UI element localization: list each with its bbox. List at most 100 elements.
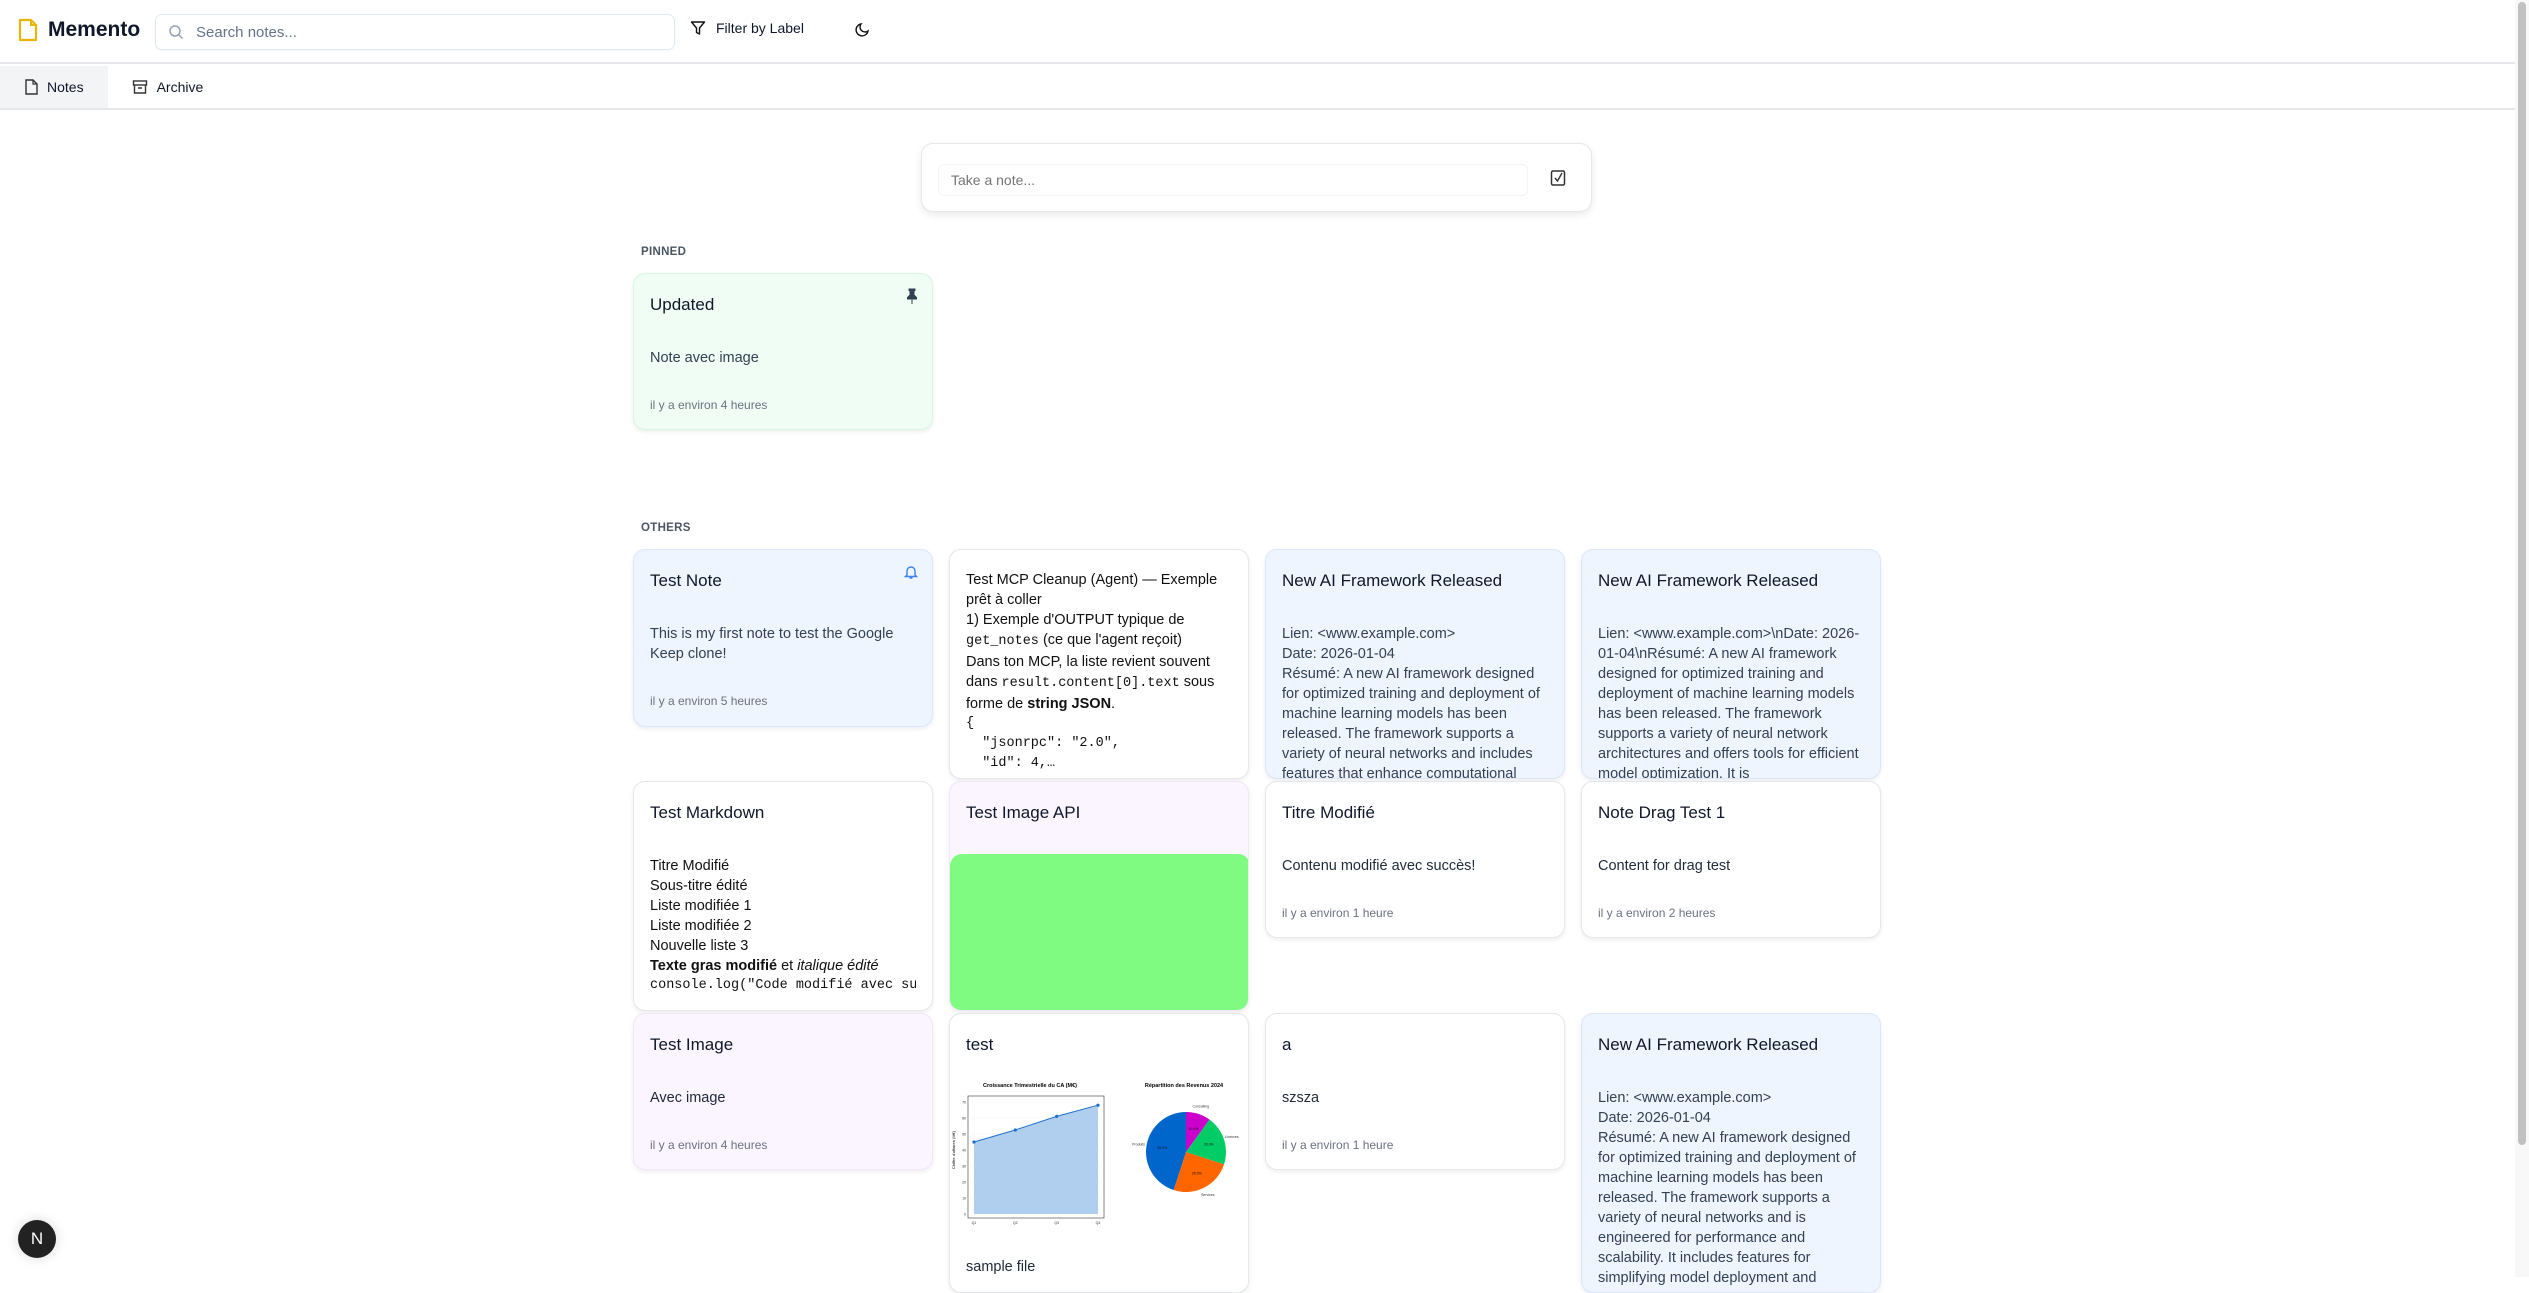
body-line: 1) Exemple d'OUTPUT typique de (966, 612, 1185, 628)
body-line: Test MCP Cleanup (Agent) — Exemple prêt … (966, 572, 1218, 608)
note-timestamp: il y a environ 1 heure (1282, 906, 1394, 920)
body-line: Résumé: A new AI framework designed for … (1598, 1130, 1856, 1286)
inline-code: get_notes (966, 634, 1039, 649)
search-box[interactable] (155, 14, 675, 50)
note-card[interactable]: Test Image API (949, 781, 1249, 1011)
note-title: Note Drag Test 1 (1598, 803, 1726, 822)
note-timestamp: il y a environ 5 heures (650, 694, 768, 708)
tab-notes[interactable]: Notes (0, 66, 108, 108)
note-composer (921, 143, 1592, 212)
json-line: { (966, 716, 975, 731)
body-line: Lien: <www.example.com> (1598, 1090, 1772, 1106)
note-title: New AI Framework Released (1282, 571, 1503, 590)
page-scrollbar[interactable] (2515, 0, 2529, 1277)
bold-text: string JSON (1027, 696, 1112, 712)
y-tick-label: 60 (962, 1117, 966, 1121)
x-tick-label: Q3 (1054, 1221, 1059, 1225)
y-tick-label: 30 (962, 1165, 966, 1169)
search-input[interactable] (196, 23, 636, 41)
body-line: Texte gras modifié et italique édité (650, 956, 916, 976)
pie-slice-label: Services (1201, 1193, 1215, 1197)
note-title: Test Note (650, 571, 722, 590)
note-body: Contenu modifié avec succès! (1282, 858, 1476, 874)
tab-label: Archive (156, 79, 204, 95)
bell-icon[interactable] (904, 564, 918, 580)
note-body: szsza (1282, 1090, 1320, 1106)
italic-text: italique édité (797, 958, 879, 974)
note-title: Titre Modifié (1282, 803, 1375, 822)
data-point (972, 1140, 976, 1144)
code-line: console.log("Code modifié avec succès") (650, 978, 916, 993)
note-title: a (1282, 1035, 1292, 1054)
body-text: sous forme de (966, 674, 1215, 712)
note-timestamp: il y a environ 1 heure (1282, 1138, 1394, 1152)
pie-slice (1173, 1152, 1225, 1192)
note-body: Lien: <www.example.com>\nDate: 2026-01-0… (1598, 626, 1860, 779)
y-tick-label: 70 (962, 1101, 966, 1105)
note-card[interactable]: New AI Framework Released Lien: <www.exa… (1581, 1013, 1881, 1293)
body-line: Résumé: A new AI framework designed for … (1282, 666, 1540, 779)
note-card[interactable]: Note Drag Test 1 Content for drag test i… (1581, 781, 1881, 938)
body-text: et (777, 958, 798, 974)
note-title: New AI Framework Released (1598, 571, 1819, 590)
note-title: Test Markdown (650, 803, 765, 822)
note-card[interactable]: Test Note This is my first note to test … (633, 549, 933, 727)
x-tick-label: Q4 (1096, 1221, 1101, 1225)
note-body: Content for drag test (1598, 858, 1731, 874)
note-card[interactable]: Test Markdown Titre Modifié Sous-titre é… (633, 781, 933, 1011)
body-line: get_notes (ce que l'agent reçoit) (966, 630, 1232, 652)
pie-slice-label: Produits (1132, 1142, 1145, 1146)
note-body: This is my first note to test the Google… (650, 626, 894, 662)
body-line: Lien: <www.example.com> (1282, 626, 1456, 642)
note-card[interactable]: New AI Framework Released Lien: <www.exa… (1265, 549, 1565, 779)
note-timestamp: il y a environ 4 heures (650, 398, 768, 412)
scrollbar-thumb[interactable] (2518, 2, 2526, 1145)
note-card[interactable]: Test MCP Cleanup (Agent) — Exemple prêt … (949, 549, 1249, 779)
body-line: Sous-titre édité (650, 878, 748, 894)
pie-slice (1186, 1119, 1226, 1165)
y-tick-label: 10 (962, 1197, 966, 1201)
note-card[interactable]: New AI Framework Released Lien: <www.exa… (1581, 549, 1881, 779)
filter-by-label-button[interactable]: Filter by Label (690, 20, 804, 36)
x-tick-label: Q1 (972, 1221, 977, 1225)
take-note-input[interactable] (938, 164, 1528, 196)
body-line: Date: 2026-01-04 (1598, 1110, 1711, 1126)
data-point (1096, 1103, 1100, 1107)
note-card[interactable]: Updated Note avec image il y a environ 4… (633, 273, 933, 430)
json-line: "id": 4,… (966, 756, 1056, 771)
app-logo[interactable]: Memento (18, 18, 140, 42)
body-line: Liste modifiée 2 (650, 918, 752, 934)
y-tick-label: 50 (962, 1133, 966, 1137)
note-timestamp: il y a environ 4 heures (650, 1138, 768, 1152)
dev-tools-badge[interactable]: N (18, 1220, 56, 1258)
note-card[interactable]: a szsza il y a environ 1 heure (1265, 1013, 1565, 1170)
pie-slice-label: Consulting (1193, 1104, 1210, 1108)
note-logo-icon (18, 18, 38, 42)
note-card[interactable]: Test Image Avec image il y a environ 4 h… (633, 1013, 933, 1170)
data-point (1055, 1114, 1059, 1118)
note-body: Lien: <www.example.com> Date: 2026-01-04… (1282, 624, 1548, 779)
inline-code: result.content[0].text (1001, 676, 1180, 691)
body-line: Titre Modifié (650, 858, 730, 874)
y-tick-label: 0 (964, 1213, 966, 1217)
body-text: (ce que l'agent reçoit) (1038, 632, 1182, 648)
note-body: Titre Modifié Sous-titre édité Liste mod… (650, 856, 916, 996)
note-image (950, 854, 1248, 1010)
note-image-charts: Croissance Trimestrielle du CA (M€) Répa… (951, 1083, 1239, 1225)
tab-archive[interactable]: Archive (108, 66, 228, 108)
body-line: Dans ton MCP, la liste revient souvent d… (966, 652, 1232, 714)
note-card[interactable]: Titre Modifié Contenu modifié avec succè… (1265, 781, 1565, 938)
note-card[interactable]: test Croissance Trimestrielle du CA (M€)… (949, 1013, 1249, 1293)
body-line: Liste modifiée 1 (650, 898, 752, 914)
pin-icon[interactable] (906, 288, 918, 304)
pie-pct-label: 10.0% (1188, 1127, 1198, 1131)
view-tabs: Notes Archive (0, 66, 2515, 110)
y-tick-label: 20 (962, 1181, 966, 1185)
checkbox-icon[interactable] (1550, 169, 1566, 187)
line-chart-ylabel: Chiffre d'affaires (M€) (951, 1130, 956, 1169)
tab-label: Notes (47, 79, 84, 95)
note-body: Test MCP Cleanup (Agent) — Exemple prêt … (966, 570, 1232, 774)
pie-slice (1146, 1112, 1186, 1191)
note-body: Lien: <www.example.com> Date: 2026-01-04… (1598, 1088, 1864, 1288)
theme-toggle-button[interactable] (852, 22, 870, 45)
